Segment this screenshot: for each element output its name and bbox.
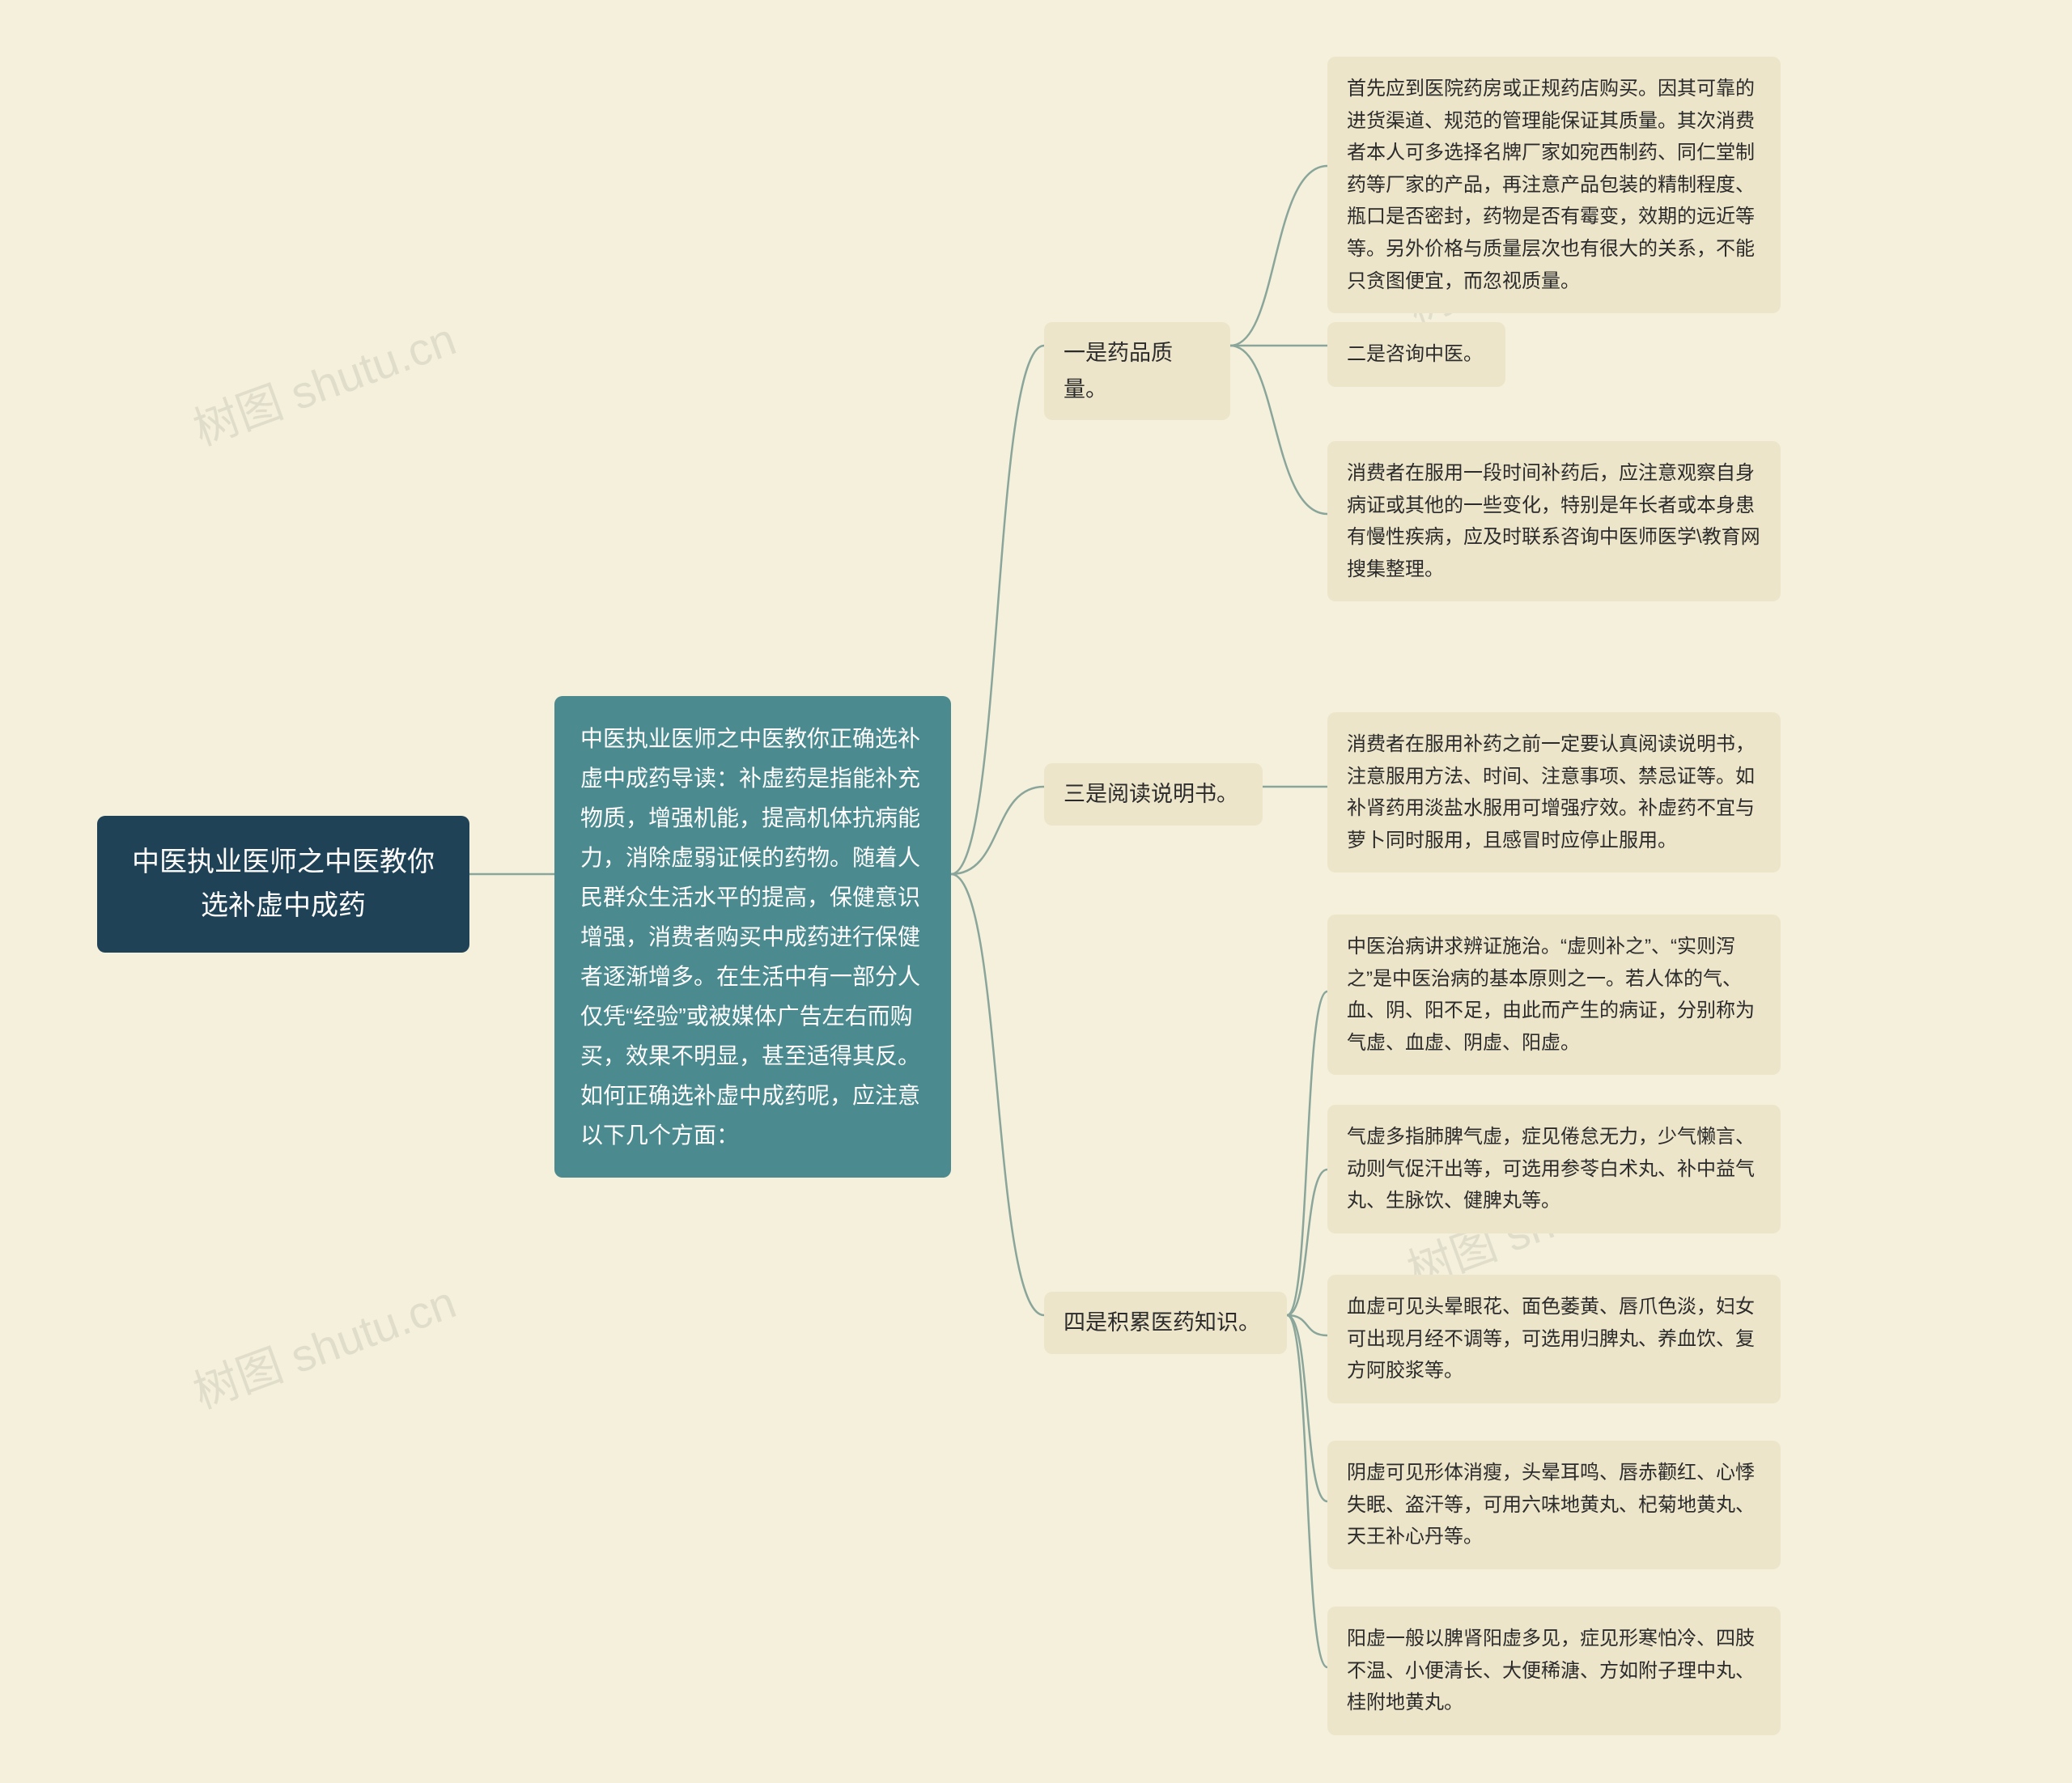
leaf-node-2-1[interactable]: 消费者在服用补药之前一定要认真阅读说明书，注意服用方法、时间、注意事项、禁忌证等…: [1327, 712, 1781, 872]
branch-node-3[interactable]: 四是积累医药知识。: [1044, 1292, 1287, 1354]
branch-node-1[interactable]: 一是药品质量。: [1044, 322, 1230, 420]
leaf-text: 血虚可见头晕眼花、面色萎黄、唇爪色淡，妇女可出现月经不调等，可选用归脾丸、养血饮…: [1347, 1296, 1755, 1382]
leaf-node-3-5[interactable]: 阳虚一般以脾肾阳虚多见，症见形寒怕冷、四肢不温、小便清长、大便稀溏、方如附子理中…: [1327, 1607, 1781, 1735]
leaf-text: 首先应到医院药房或正规药店购买。因其可靠的进货渠道、规范的管理能保证其质量。其次…: [1347, 78, 1755, 292]
leaf-text: 气虚多指肺脾气虚，症见倦怠无力，少气懒言、动则气促汗出等，可选用参苓白术丸、补中…: [1347, 1126, 1755, 1212]
branch-node-2[interactable]: 三是阅读说明书。: [1044, 763, 1263, 826]
leaf-text: 二是咨询中医。: [1347, 343, 1483, 365]
leaf-text: 消费者在服用补药之前一定要认真阅读说明书，注意服用方法、时间、注意事项、禁忌证等…: [1347, 733, 1755, 851]
watermark: 树图 shutu.cn: [183, 303, 464, 458]
branch-label: 一是药品质量。: [1064, 341, 1173, 401]
leaf-node-3-3[interactable]: 血虚可见头晕眼花、面色萎黄、唇爪色淡，妇女可出现月经不调等，可选用归脾丸、养血饮…: [1327, 1275, 1781, 1403]
leaf-node-1-3[interactable]: 消费者在服用一段时间补药后，应注意观察自身病证或其他的一些变化，特别是年长者或本…: [1327, 441, 1781, 601]
leaf-text: 阳虚一般以脾肾阳虚多见，症见形寒怕冷、四肢不温、小便清长、大便稀溏、方如附子理中…: [1347, 1628, 1755, 1713]
leaf-text: 阴虚可见形体消瘦，头晕耳鸣、唇赤颧红、心悸失眠、盗汗等，可用六味地黄丸、杞菊地黄…: [1347, 1462, 1755, 1547]
watermark: 树图 shutu.cn: [183, 1266, 464, 1421]
intro-node[interactable]: 中医执业医师之中医教你正确选补虚中成药导读：补虚药是指能补充物质，增强机能，提高…: [554, 696, 951, 1178]
leaf-text: 中医治病讲求辨证施治。“虚则补之”、“实则泻之”是中医治病的基本原则之一。若人体…: [1347, 936, 1755, 1054]
leaf-node-1-1[interactable]: 首先应到医院药房或正规药店购买。因其可靠的进货渠道、规范的管理能保证其质量。其次…: [1327, 57, 1781, 313]
leaf-node-3-1[interactable]: 中医治病讲求辨证施治。“虚则补之”、“实则泻之”是中医治病的基本原则之一。若人体…: [1327, 915, 1781, 1075]
leaf-node-1-2[interactable]: 二是咨询中医。: [1327, 322, 1505, 387]
root-node[interactable]: 中医执业医师之中医教你选补虚中成药: [97, 816, 469, 953]
intro-text: 中医执业医师之中医教你正确选补虚中成药导读：补虚药是指能补充物质，增强机能，提高…: [580, 726, 920, 1148]
leaf-node-3-4[interactable]: 阴虚可见形体消瘦，头晕耳鸣、唇赤颧红、心悸失眠、盗汗等，可用六味地黄丸、杞菊地黄…: [1327, 1441, 1781, 1569]
root-title: 中医执业医师之中医教你选补虚中成药: [132, 847, 435, 921]
branch-label: 三是阅读说明书。: [1064, 782, 1238, 806]
leaf-node-3-2[interactable]: 气虚多指肺脾气虚，症见倦怠无力，少气懒言、动则气促汗出等，可选用参苓白术丸、补中…: [1327, 1105, 1781, 1233]
leaf-text: 消费者在服用一段时间补药后，应注意观察自身病证或其他的一些变化，特别是年长者或本…: [1347, 462, 1760, 580]
branch-label: 四是积累医药知识。: [1064, 1310, 1260, 1335]
